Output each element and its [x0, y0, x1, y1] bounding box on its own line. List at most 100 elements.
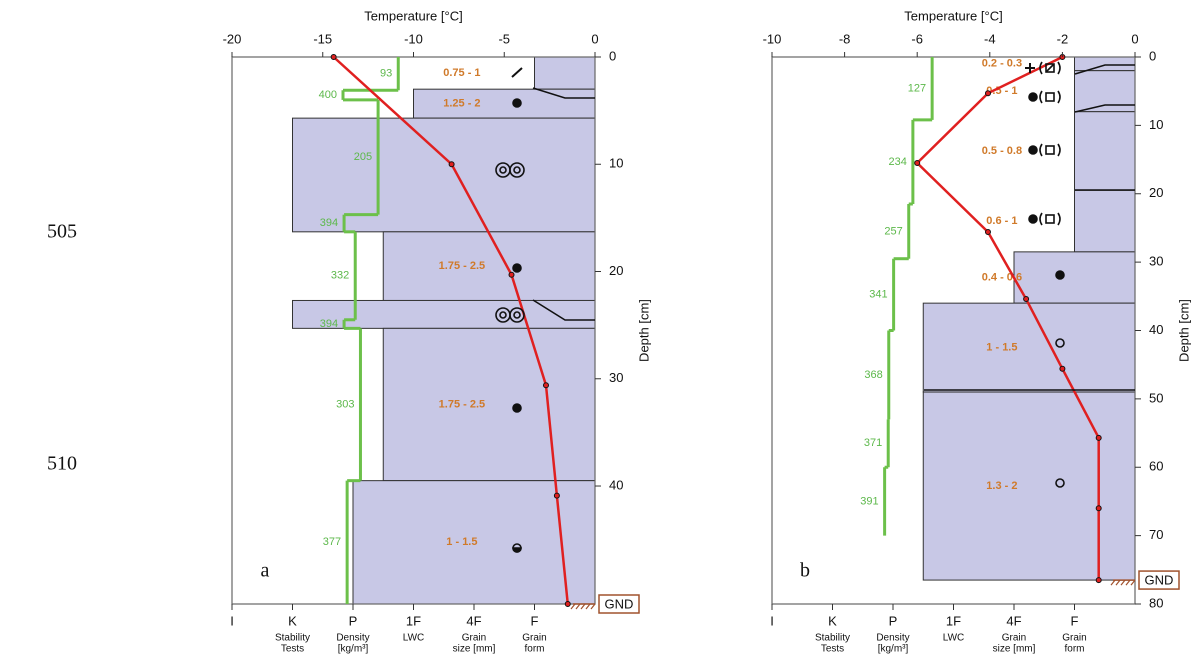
- y-tick-label: 20: [1149, 185, 1163, 200]
- temperature-point: [914, 159, 921, 166]
- x-tick-label: -5: [498, 31, 510, 46]
- hardness-tick-label: K: [288, 613, 297, 628]
- grain-size-label: 1.75 - 2.5: [439, 260, 485, 272]
- grain-size-label: 1 - 1.5: [446, 536, 477, 548]
- column-label: Tests: [281, 644, 304, 655]
- y-axis-title: Depth [cm]: [636, 299, 651, 362]
- hardness-tick-label: 4F: [466, 613, 481, 628]
- layers: [292, 56, 1136, 605]
- column-label: LWC: [403, 633, 424, 644]
- panel-label: b: [800, 560, 810, 582]
- layer: [382, 231, 596, 301]
- layer: [922, 302, 1136, 393]
- hardness-tick-label: P: [349, 613, 358, 628]
- temperature-point: [1059, 365, 1066, 372]
- column-label: Tests: [821, 644, 844, 655]
- column-label: LWC: [943, 633, 964, 644]
- y-tick-label: 80: [1149, 595, 1163, 610]
- layer: [1013, 251, 1136, 304]
- density-label: 234: [889, 156, 907, 168]
- y-tick-label: 40: [1149, 322, 1163, 337]
- density-label: 127: [908, 82, 926, 94]
- column-label: Grain: [462, 633, 486, 644]
- overlay: 0.75 - 1 1.25 - 2 1.75 - 2.5 1.75 - 2.5 1 - …: [223, 8, 1192, 654]
- grain-size-label: 1.3 - 2: [986, 480, 1017, 492]
- ground-hatch: [590, 603, 596, 610]
- density-label: 394: [320, 217, 338, 229]
- ground-label: GND: [1145, 573, 1174, 588]
- y-tick-label: 50: [1149, 390, 1163, 405]
- grain-size-label: 0.5 - 0.8: [982, 145, 1022, 157]
- column-label: Grain: [1002, 633, 1026, 644]
- density-label: 303: [336, 398, 354, 410]
- ground-hatch: [1120, 579, 1126, 586]
- density-label: 341: [869, 289, 887, 301]
- temperature-point: [984, 229, 991, 236]
- y-tick-label: 70: [1149, 527, 1163, 542]
- hardness-tick-label: 1F: [946, 613, 961, 628]
- column-label: size [mm]: [453, 644, 496, 655]
- panel-label: a: [261, 560, 270, 582]
- temperature-point: [1023, 296, 1030, 303]
- density-label: 371: [864, 437, 882, 449]
- temperature-point: [330, 54, 337, 60]
- y-tick-label: 10: [1149, 117, 1163, 132]
- density-label: 205: [354, 151, 372, 163]
- ground-hatch: [1110, 579, 1116, 586]
- density-label: 332: [331, 270, 349, 282]
- ground-hatch: [570, 603, 576, 610]
- x-axis-title: Temperature [°C]: [364, 8, 462, 23]
- density-label: 391: [860, 495, 878, 507]
- x-axis-title: Temperature [°C]: [904, 8, 1002, 23]
- y-tick-label: 40: [609, 477, 623, 492]
- temperature-point: [448, 161, 455, 168]
- y-tick-label: 0: [609, 48, 616, 63]
- x-tick-label: 0: [1131, 31, 1138, 46]
- x-tick-label: -10: [404, 31, 423, 46]
- ground-hatch: [585, 603, 591, 610]
- y-tick-label: 60: [1149, 459, 1163, 474]
- temperature-point: [984, 90, 991, 97]
- layer: [413, 88, 596, 119]
- temperature-point: [542, 382, 549, 389]
- y-tick-label: 20: [609, 263, 623, 278]
- ground-hatch: [575, 603, 581, 610]
- density-label: 400: [319, 89, 337, 101]
- temperature-point: [564, 601, 571, 607]
- hardness-tick-label: 4F: [1006, 613, 1021, 628]
- column-label: form: [1065, 644, 1085, 655]
- column-label: Stability: [815, 633, 850, 644]
- layer: [922, 391, 1136, 581]
- grain-form-symbols: [495, 61, 1135, 553]
- grain-size-label: 0.75 - 1: [443, 67, 480, 79]
- ground-hatch: [580, 603, 586, 610]
- hardness-tick-label: F: [1071, 613, 1079, 628]
- layer: [292, 117, 596, 233]
- y-tick-label: 10: [609, 156, 623, 171]
- grain-size-label: 0.5 - 1: [986, 85, 1017, 97]
- y-tick-label: 0: [1149, 48, 1156, 63]
- hardness-tick-label: P: [889, 613, 898, 628]
- hardness-tick-label: F: [531, 613, 539, 628]
- temperature-line: [332, 56, 570, 605]
- density-label: 257: [884, 225, 902, 237]
- y-axis-title: Depth [cm]: [1176, 299, 1191, 362]
- layer: [352, 480, 596, 605]
- layer: [1074, 189, 1136, 253]
- temperature-point: [1095, 577, 1102, 584]
- density-label: 93: [380, 68, 392, 80]
- grain-size-label: 0.6 - 1: [986, 215, 1017, 227]
- grain-size-label: 0.2 - 0.3: [982, 58, 1022, 70]
- layer: [534, 56, 596, 90]
- hardness-tick-label: 1F: [406, 613, 421, 628]
- y-tick-label: 30: [609, 370, 623, 385]
- ground-hatch: [1130, 579, 1136, 586]
- temperature-point: [1095, 434, 1102, 441]
- line-number: 505: [47, 221, 77, 243]
- density-label: 377: [323, 536, 341, 548]
- ground-label: GND: [605, 596, 634, 611]
- temperature-point: [553, 492, 560, 499]
- x-tick-label: -10: [763, 31, 782, 46]
- hardness-tick-label: I: [230, 613, 234, 628]
